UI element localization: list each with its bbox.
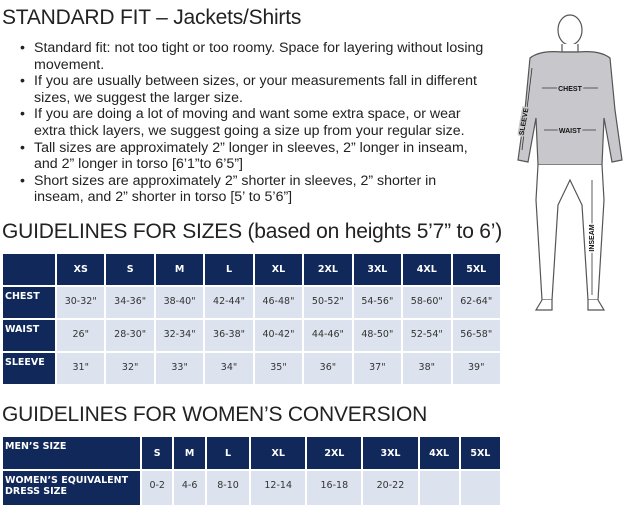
column-header: 2XL bbox=[304, 254, 352, 285]
women-title: GUIDELINES FOR WOMEN’S CONVERSION bbox=[2, 403, 428, 426]
table-cell: 0-2 bbox=[142, 471, 173, 505]
table-row: CHEST 30-32" 34-36" 38-40" 42-44" 46-48" 50-52… bbox=[3, 287, 500, 318]
body-measurement-figure: CHEST WAIST SLEEVE INSEAM bbox=[517, 14, 623, 311]
table-row: SLEEVE 31" 32" 33" 34" 35" 36" 37" 38" 39" bbox=[3, 353, 500, 384]
waist-label: WAIST bbox=[559, 128, 582, 135]
column-header: S bbox=[106, 254, 154, 285]
list-item: If you are usually between sizes, or you… bbox=[18, 73, 488, 106]
table-cell: 34" bbox=[205, 353, 253, 384]
table-cell: 16-18 bbox=[307, 471, 362, 505]
column-header: M bbox=[155, 254, 204, 285]
table-cell: 28-30" bbox=[106, 320, 154, 351]
column-header: S bbox=[142, 437, 173, 469]
women-conversion-table: MEN’S SIZE S M L XL 2XL 3XL 4XL 5XL WOMEN’S EQUI… bbox=[1, 435, 502, 507]
column-header: XL bbox=[251, 437, 306, 469]
column-header: L bbox=[205, 254, 253, 285]
column-header: L bbox=[206, 437, 250, 469]
sizes-table: XS S M L XL 2XL 3XL 4XL 5XL CHEST 30-32" 34-36" 38-… bbox=[1, 252, 502, 386]
table-cell: 52-54" bbox=[403, 320, 451, 351]
table-cell: 39" bbox=[452, 353, 500, 384]
column-header: 5XL bbox=[452, 254, 500, 285]
table-row: WOMEN’S EQUIVALENT DRESS SIZE 0-2 4-6 8-10 1… bbox=[3, 471, 500, 505]
table-row: WAIST 26" 28-30" 32-34" 36-38" 40-42" 44-46" 48… bbox=[3, 320, 500, 351]
table-cell: 34-36" bbox=[106, 287, 154, 318]
table-cell: 50-52" bbox=[304, 287, 352, 318]
table-cell: 20-22 bbox=[363, 471, 418, 505]
table-cell: 62-64" bbox=[452, 287, 500, 318]
table-cell: 38-40" bbox=[155, 287, 204, 318]
table-cell: 26" bbox=[57, 320, 105, 351]
row-label: MEN’S SIZE bbox=[3, 437, 140, 469]
list-item: Tall sizes are approximately 2” longer i… bbox=[18, 140, 488, 173]
list-item: Standard fit: not too tight or too roomy… bbox=[18, 40, 488, 73]
list-item: If you are doing a lot of moving and wan… bbox=[18, 106, 488, 139]
table-cell: 40-42" bbox=[254, 320, 303, 351]
column-header bbox=[3, 254, 55, 285]
table-cell: 48-50" bbox=[353, 320, 402, 351]
header-row: XS S M L XL 2XL 3XL 4XL 5XL bbox=[3, 254, 500, 285]
column-header: 4XL bbox=[403, 254, 451, 285]
column-header: 5XL bbox=[460, 437, 500, 469]
table-cell: 56-58" bbox=[452, 320, 500, 351]
page-title: STANDARD FIT – Jackets/Shirts bbox=[2, 6, 302, 29]
list-item: Short sizes are approximately 2” shorter… bbox=[18, 173, 488, 206]
table-cell bbox=[460, 471, 500, 505]
table-cell: 32" bbox=[106, 353, 154, 384]
table-cell: 36" bbox=[304, 353, 352, 384]
header-row: MEN’S SIZE S M L XL 2XL 3XL 4XL 5XL bbox=[3, 437, 500, 469]
row-label: WOMEN’S EQUIVALENT DRESS SIZE bbox=[3, 471, 140, 505]
table-cell: 38" bbox=[403, 353, 451, 384]
column-header: 3XL bbox=[353, 254, 402, 285]
table-cell: 54-56" bbox=[353, 287, 402, 318]
column-header: 4XL bbox=[419, 437, 459, 469]
table-cell: 31" bbox=[57, 353, 105, 384]
table-cell: 12-14 bbox=[251, 471, 306, 505]
column-header: XL bbox=[254, 254, 303, 285]
table-cell: 44-46" bbox=[304, 320, 352, 351]
table-cell: 58-60" bbox=[403, 287, 451, 318]
row-label: WAIST bbox=[3, 320, 55, 351]
table-cell: 4-6 bbox=[174, 471, 205, 505]
column-header: 2XL bbox=[307, 437, 362, 469]
table-cell: 36-38" bbox=[205, 320, 253, 351]
table-cell: 33" bbox=[155, 353, 204, 384]
column-header: XS bbox=[57, 254, 105, 285]
table-cell: 35" bbox=[254, 353, 303, 384]
sizes-title: GUIDELINES FOR SIZES (based on heights 5… bbox=[2, 220, 503, 243]
chest-label: CHEST bbox=[558, 86, 582, 93]
table-cell: 30-32" bbox=[57, 287, 105, 318]
column-header: 3XL bbox=[363, 437, 418, 469]
table-cell: 42-44" bbox=[205, 287, 253, 318]
inseam-label: INSEAM bbox=[589, 224, 596, 251]
body-outline-icon bbox=[517, 14, 623, 311]
fit-notes: Standard fit: not too tight or too roomy… bbox=[18, 40, 488, 206]
column-header: M bbox=[174, 437, 205, 469]
table-cell: 37" bbox=[353, 353, 402, 384]
table-cell: 46-48" bbox=[254, 287, 303, 318]
table-cell: 32-34" bbox=[155, 320, 204, 351]
table-cell bbox=[419, 471, 459, 505]
row-label: CHEST bbox=[3, 287, 55, 318]
table-cell: 8-10 bbox=[206, 471, 250, 505]
row-label: SLEEVE bbox=[3, 353, 55, 384]
